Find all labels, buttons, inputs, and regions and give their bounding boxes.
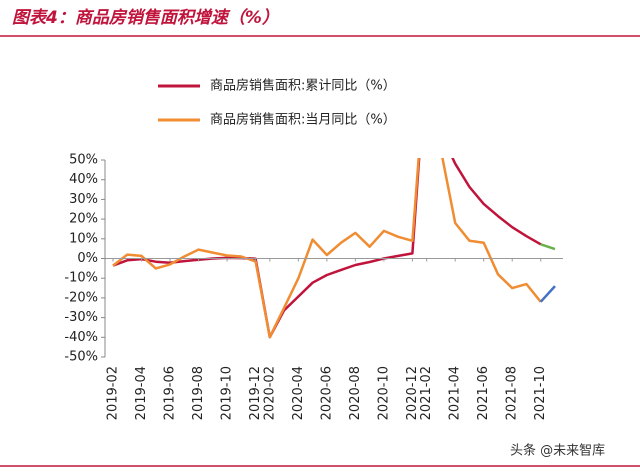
- x-tick-label: 2021-10: [533, 366, 548, 420]
- y-tick-label: -30%: [64, 310, 98, 325]
- x-tick-label: 2021-06: [476, 366, 491, 420]
- y-tick-label: 30%: [69, 192, 98, 207]
- series-last-segment: [539, 285, 556, 303]
- watermark: 头条 @未来智库: [510, 443, 605, 459]
- series-line: [112, 158, 542, 339]
- y-tick-label: -50%: [64, 350, 98, 365]
- series-line: [112, 158, 542, 339]
- y-tick-label: 10%: [69, 231, 98, 246]
- x-tick-label: 2019-08: [191, 366, 206, 420]
- legend-label: 商品房销售面积:当月同比（%）: [210, 112, 396, 128]
- x-tick-label: 2019-06: [163, 366, 178, 420]
- x-tick-label: 2020-06: [319, 366, 334, 420]
- x-tick-label: 2020-10: [376, 366, 391, 420]
- y-tick-label: 20%: [69, 212, 98, 227]
- plot-area: [112, 158, 556, 339]
- x-tick-label: 2021-02: [419, 366, 434, 420]
- x-tick-label: 2019-02: [106, 366, 121, 420]
- y-tick-label: 0%: [77, 251, 98, 266]
- x-tick-label: 2019-12: [248, 366, 263, 420]
- x-tick-label: 2020-12: [405, 366, 420, 420]
- y-tick-label: -10%: [64, 271, 98, 286]
- x-tick-label: 2021-04: [448, 366, 463, 420]
- y-tick-label: 40%: [69, 172, 98, 187]
- legend-label: 商品房销售面积:累计同比（%）: [210, 78, 396, 94]
- series-last-segment: [540, 243, 556, 251]
- chart-title: 图表4：商品房销售面积增速（%）: [12, 8, 279, 28]
- y-tick-label: -20%: [64, 290, 98, 305]
- y-tick-label: -40%: [64, 330, 98, 345]
- x-tick-label: 2020-08: [348, 366, 363, 420]
- y-tick-label: 50%: [69, 153, 98, 168]
- x-tick-label: 2020-02: [262, 366, 277, 420]
- x-tick-label: 2021-08: [505, 366, 520, 420]
- x-tick-label: 2019-04: [134, 366, 149, 420]
- x-tick-label: 2019-10: [220, 366, 235, 420]
- x-tick-label: 2020-04: [291, 366, 306, 420]
